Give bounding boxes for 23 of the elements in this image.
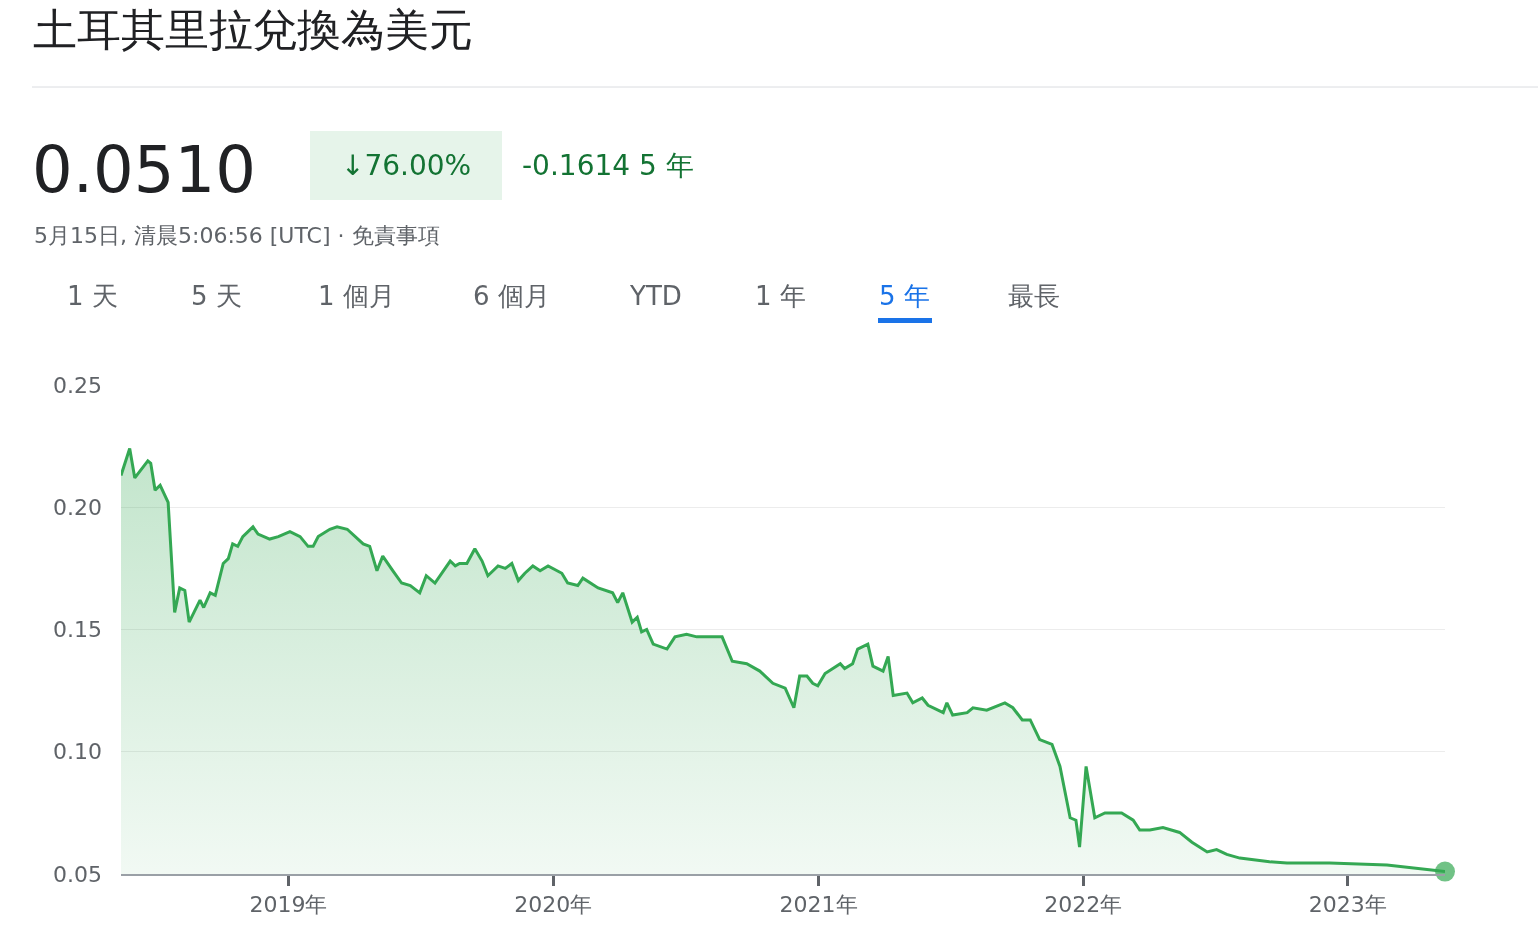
x-tick-label: 2022年 — [1044, 892, 1123, 918]
text: 最長 — [1008, 281, 1060, 311]
text: 1 天 — [67, 281, 118, 311]
text: -0.1614 5 年 — [522, 149, 694, 182]
x-tick-label: 2023年 — [1308, 892, 1387, 918]
text: 5 年 — [879, 281, 930, 311]
y-tick-label: 0.25 — [53, 372, 102, 398]
x-tick-label: 2020年 — [514, 892, 593, 918]
text: 6 個月 — [473, 281, 550, 311]
y-tick-label: 0.20 — [53, 494, 102, 520]
x-tick-label: 2021年 — [779, 892, 858, 918]
y-tick-label: 0.10 — [53, 739, 102, 765]
text: 5 天 — [191, 281, 242, 311]
y-tick-label: 0.05 — [53, 861, 102, 887]
text: YTD — [629, 281, 682, 311]
text: 5月15日, 清晨5:06:56 [UTC] · 免責事項 — [34, 223, 440, 248]
x-tick-label: 2019年 — [249, 892, 328, 918]
text: 0.0510 — [32, 133, 256, 207]
chart-title: 土耳其里拉兌換為美元 — [33, 4, 473, 56]
y-tick-label: 0.15 — [53, 617, 102, 643]
text: 1 個月 — [318, 281, 395, 311]
text: ↓76.00% — [341, 149, 472, 182]
text: 1 年 — [755, 281, 806, 311]
